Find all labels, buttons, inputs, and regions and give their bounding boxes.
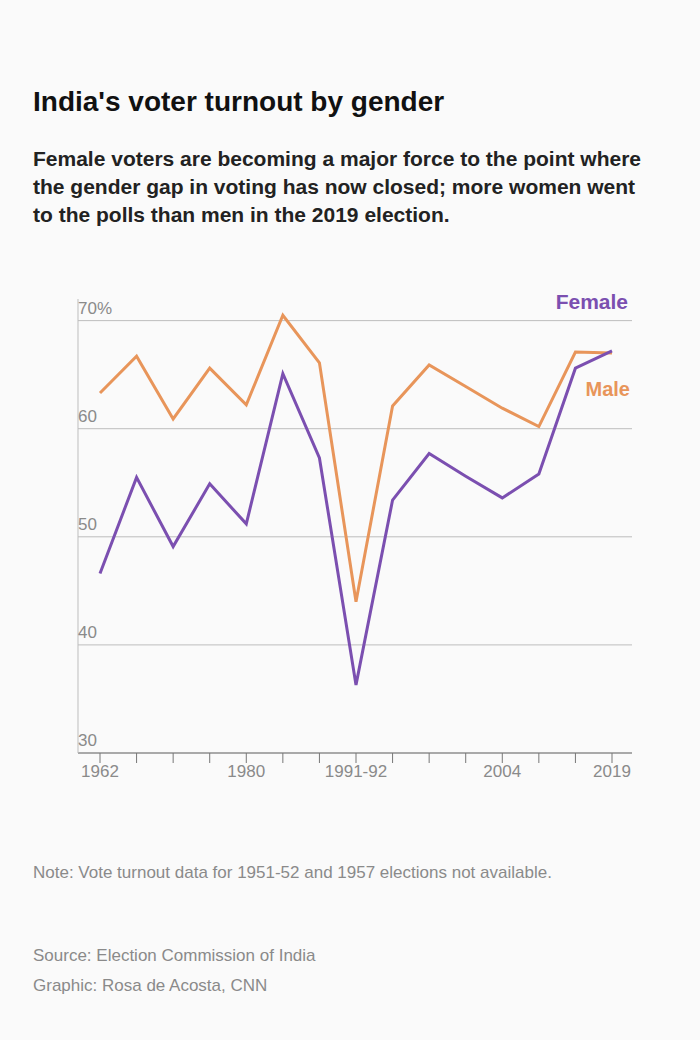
html-text:Source: Election Commission of: Source: Election Commission of India	[33, 946, 316, 965]
svg-text:60: 60	[78, 407, 97, 426]
svg-text:2019: 2019	[593, 762, 631, 781]
html-text:Female: Female	[555, 290, 628, 313]
svg-text:1962: 1962	[81, 762, 119, 781]
svg-text:2004: 2004	[483, 762, 521, 781]
html-text:Note: Vote turnout data for 19: Note: Vote turnout data for 1951-52 and …	[33, 863, 552, 882]
svg-text:30: 30	[78, 731, 97, 750]
svg-text:1991-92: 1991-92	[325, 762, 387, 781]
html-text:Male: Male	[585, 378, 630, 400]
svg-text:1980: 1980	[227, 762, 265, 781]
html-text:Graphic: Rosa de Acosta, CNN: Graphic: Rosa de Acosta, CNN	[33, 976, 268, 995]
svg-text:50: 50	[78, 515, 97, 534]
html-text:India's voter turnout by gende: India's voter turnout by gender	[33, 86, 445, 117]
svg-text:70%: 70%	[78, 299, 112, 318]
html-text:Female voters are becoming a m: Female voters are becoming a major force…	[33, 147, 641, 226]
svg-text:40: 40	[78, 623, 97, 642]
